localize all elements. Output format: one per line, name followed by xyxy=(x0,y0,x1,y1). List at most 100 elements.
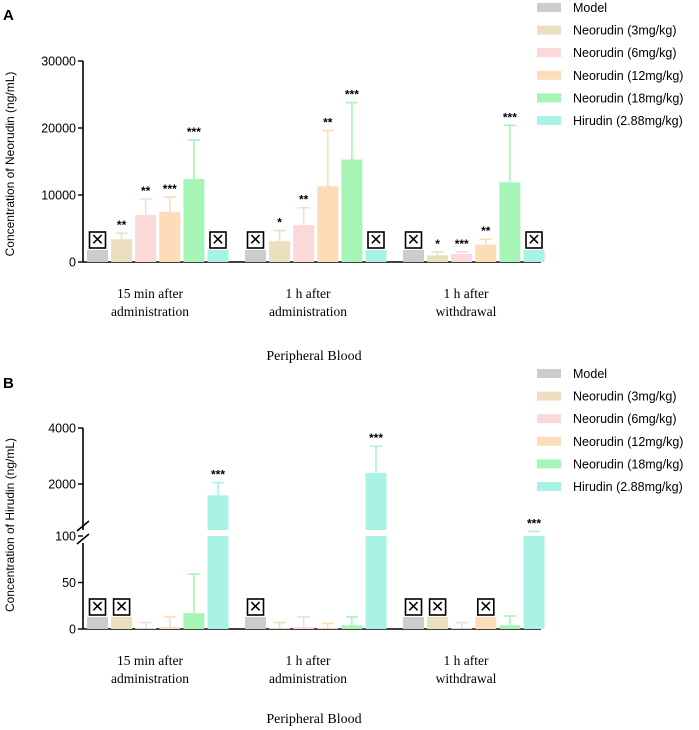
b-nd-3-2-x: ✕ xyxy=(479,599,492,616)
b-bar-2-0 xyxy=(135,628,157,629)
b-legend-swatch-2 xyxy=(537,414,561,424)
a-bar-4-2 xyxy=(499,182,521,262)
b-nd-0-1-x: ✕ xyxy=(249,599,262,616)
y-axis-title-b: Concentration of Hirudin (ng/mL) xyxy=(3,438,17,612)
a-bar-2-0 xyxy=(135,215,157,262)
b-sig-5-0: *** xyxy=(211,468,225,482)
a-bar-1-0 xyxy=(111,239,133,262)
a-nd-5-1-box xyxy=(367,231,385,249)
b-y-tick-label-0: 0 xyxy=(69,623,76,637)
a-nd-5-0-x: ✕ xyxy=(211,232,224,249)
a-nd-0-2-x: ✕ xyxy=(407,232,420,249)
b-bar-4-1 xyxy=(341,625,363,629)
a-legend-swatch-5 xyxy=(537,116,561,125)
a-nd-5-0-box xyxy=(209,231,227,249)
a-category-label-0-1: administration xyxy=(111,304,189,319)
a-legend-swatch-3 xyxy=(537,70,561,80)
b-nd-1-2-box xyxy=(428,598,447,616)
a-bar-0-1 xyxy=(245,250,266,262)
a-sig-1-0: ** xyxy=(117,218,127,232)
b-category-label-0-1: administration xyxy=(111,671,189,686)
b-nd-0-2-box xyxy=(404,598,423,616)
a-sig-3-0: *** xyxy=(163,182,177,196)
b-nd-3-2-box xyxy=(476,598,495,616)
b-y-tick-label-3: 2000 xyxy=(48,478,76,492)
b-sig-5-2: *** xyxy=(527,516,541,530)
b-bar-1-1 xyxy=(269,628,291,629)
a-bar-0-2 xyxy=(403,250,424,262)
b-category-label-2-1: withdrawal xyxy=(436,671,497,686)
b-legend-swatch-3 xyxy=(537,436,561,446)
a-nd-5-2-x: ✕ xyxy=(527,232,540,249)
a-legend-swatch-0 xyxy=(537,3,561,12)
b-bar-2-1 xyxy=(293,627,315,629)
b-legend-swatch-1 xyxy=(537,391,561,401)
a-bar-3-1 xyxy=(317,186,339,262)
a-bar-2-2 xyxy=(451,253,473,262)
a-sig-2-1: ** xyxy=(299,193,309,207)
a-bar-3-2 xyxy=(475,244,497,262)
a-legend-label-4: Neorudin (18mg/kg) xyxy=(573,91,683,105)
a-category-label-1-0: 1 h after xyxy=(286,286,331,301)
panel-label-b: B xyxy=(3,375,14,392)
a-nd-5-2-box xyxy=(525,231,543,249)
b-legend-label-1: Neorudin (3mg/kg) xyxy=(573,390,677,404)
b-bar-3-0 xyxy=(159,627,181,629)
b-bar-5-1-lower xyxy=(365,536,387,629)
a-sig-4-1: *** xyxy=(345,88,359,102)
b-legend-label-5: Hirudin (2.88mg/kg) xyxy=(573,480,683,494)
b-bar-4-2 xyxy=(499,625,521,629)
a-sig-4-2: *** xyxy=(503,110,517,124)
b-y-tick-label-4: 4000 xyxy=(48,422,76,436)
b-nd-0-0-box xyxy=(88,598,107,616)
a-bar-5-0 xyxy=(207,250,229,262)
a-category-label-1-1: administration xyxy=(269,304,347,319)
b-category-label-1-1: administration xyxy=(269,671,347,686)
a-nd-0-2-box xyxy=(404,231,423,249)
a-legend-swatch-1 xyxy=(537,25,561,35)
y-axis-title-a: Concentration of Neorudin (ng/mL) xyxy=(3,72,17,257)
a-legend-label-5: Hirudin (2.88mg/kg) xyxy=(573,114,683,128)
x-axis-title-a: Peripheral Blood xyxy=(266,349,361,364)
b-bar-0-1 xyxy=(245,617,266,629)
a-bar-0-0 xyxy=(87,250,108,262)
b-category-label-1-0: 1 h after xyxy=(286,653,331,668)
b-axis-break-mark-2 xyxy=(76,533,90,545)
a-bar-5-1 xyxy=(365,250,387,262)
b-nd-0-2-x: ✕ xyxy=(407,599,420,616)
a-sig-2-2: *** xyxy=(455,237,469,251)
b-legend-swatch-5 xyxy=(537,482,561,491)
a-category-label-2-1: withdrawal xyxy=(436,304,497,319)
b-category-label-0-0: 15 min after xyxy=(117,653,183,668)
a-legend-swatch-4 xyxy=(537,93,561,103)
b-axis-break-mark-1 xyxy=(76,520,90,532)
a-category-label-0-0: 15 min after xyxy=(117,286,183,301)
a-bar-1-2 xyxy=(427,255,449,262)
b-category-label-2-0: 1 h after xyxy=(444,653,489,668)
b-bar-0-2 xyxy=(403,617,424,629)
b-y-tick-label-1: 50 xyxy=(62,576,76,590)
b-legend-swatch-0 xyxy=(537,369,561,378)
a-sig-1-1: * xyxy=(277,216,282,230)
b-nd-1-0-x: ✕ xyxy=(115,599,128,616)
a-bar-1-1 xyxy=(269,241,291,262)
a-nd-0-1-box xyxy=(246,231,265,249)
b-bar-5-1 xyxy=(365,472,387,530)
a-legend-label-1: Neorudin (3mg/kg) xyxy=(573,24,677,38)
a-legend-label-2: Neorudin (6mg/kg) xyxy=(573,46,677,60)
b-bar-2-2 xyxy=(451,628,473,629)
a-legend-label-3: Neorudin (12mg/kg) xyxy=(573,69,683,83)
a-y-tick-label-2: 20000 xyxy=(41,122,76,136)
b-nd-1-2-x: ✕ xyxy=(431,599,444,616)
a-bar-2-1 xyxy=(293,225,315,262)
b-bar-5-0-lower xyxy=(207,536,229,629)
a-sig-2-0: ** xyxy=(141,184,151,198)
a-nd-0-1-x: ✕ xyxy=(249,232,262,249)
b-legend-swatch-4 xyxy=(537,459,561,469)
a-sig-1-2: * xyxy=(435,237,440,251)
b-bar-1-0 xyxy=(111,617,133,629)
a-bar-4-1 xyxy=(341,159,363,262)
a-bar-3-0 xyxy=(159,211,181,262)
a-sig-3-2: ** xyxy=(481,224,491,238)
b-nd-1-0-box xyxy=(112,598,131,616)
